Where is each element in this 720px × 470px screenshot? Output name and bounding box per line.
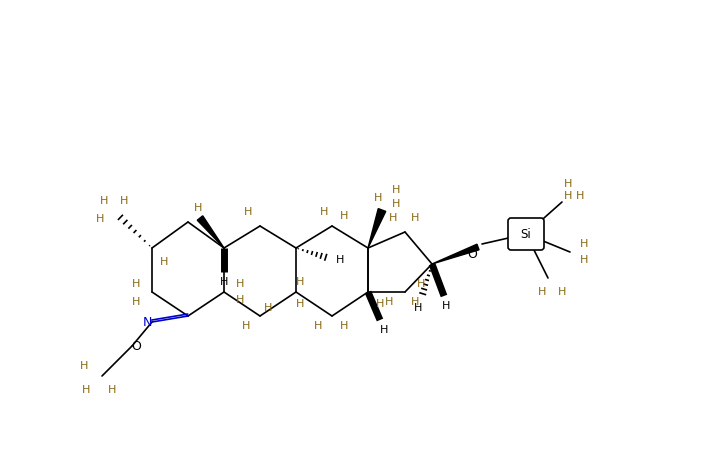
Text: H: H xyxy=(160,257,168,267)
Text: H: H xyxy=(80,361,88,371)
Text: O: O xyxy=(467,248,477,260)
Text: H: H xyxy=(296,299,304,309)
Text: Si: Si xyxy=(521,227,531,241)
Text: H: H xyxy=(236,295,244,305)
Text: H: H xyxy=(82,385,90,395)
Text: H: H xyxy=(564,179,572,189)
Text: H: H xyxy=(336,255,344,265)
Text: H: H xyxy=(132,297,140,307)
Polygon shape xyxy=(432,244,479,264)
Text: H: H xyxy=(132,279,140,289)
Text: H: H xyxy=(242,321,250,331)
Text: H: H xyxy=(417,279,426,289)
Text: H: H xyxy=(564,191,572,201)
Text: H: H xyxy=(380,325,388,335)
Text: H: H xyxy=(296,277,304,287)
Text: H: H xyxy=(314,321,322,331)
Text: H: H xyxy=(120,196,128,206)
Text: H: H xyxy=(374,193,382,203)
Text: H: H xyxy=(580,255,588,265)
Polygon shape xyxy=(197,216,224,248)
Text: H: H xyxy=(340,211,348,221)
Text: O: O xyxy=(131,339,141,352)
Text: H: H xyxy=(442,301,450,311)
Text: H: H xyxy=(100,196,108,206)
Text: H: H xyxy=(264,303,272,313)
Text: H: H xyxy=(392,199,400,209)
Text: H: H xyxy=(236,279,244,289)
Text: H: H xyxy=(580,239,588,249)
Text: N: N xyxy=(143,315,152,329)
Text: H: H xyxy=(576,191,584,201)
Text: H: H xyxy=(411,297,419,307)
Text: H: H xyxy=(220,277,228,287)
Text: H: H xyxy=(376,299,384,309)
Text: H: H xyxy=(538,287,546,297)
Text: H: H xyxy=(340,321,348,331)
Polygon shape xyxy=(368,209,386,248)
FancyBboxPatch shape xyxy=(508,218,544,250)
Text: H: H xyxy=(194,203,202,213)
Text: H: H xyxy=(392,185,400,195)
Text: H: H xyxy=(384,297,393,307)
Text: H: H xyxy=(244,207,252,217)
Text: H: H xyxy=(96,214,104,224)
Text: H: H xyxy=(558,287,566,297)
Text: H: H xyxy=(320,207,328,217)
Text: H: H xyxy=(108,385,116,395)
Text: H: H xyxy=(389,213,397,223)
Text: H: H xyxy=(411,213,419,223)
Text: H: H xyxy=(414,303,422,313)
